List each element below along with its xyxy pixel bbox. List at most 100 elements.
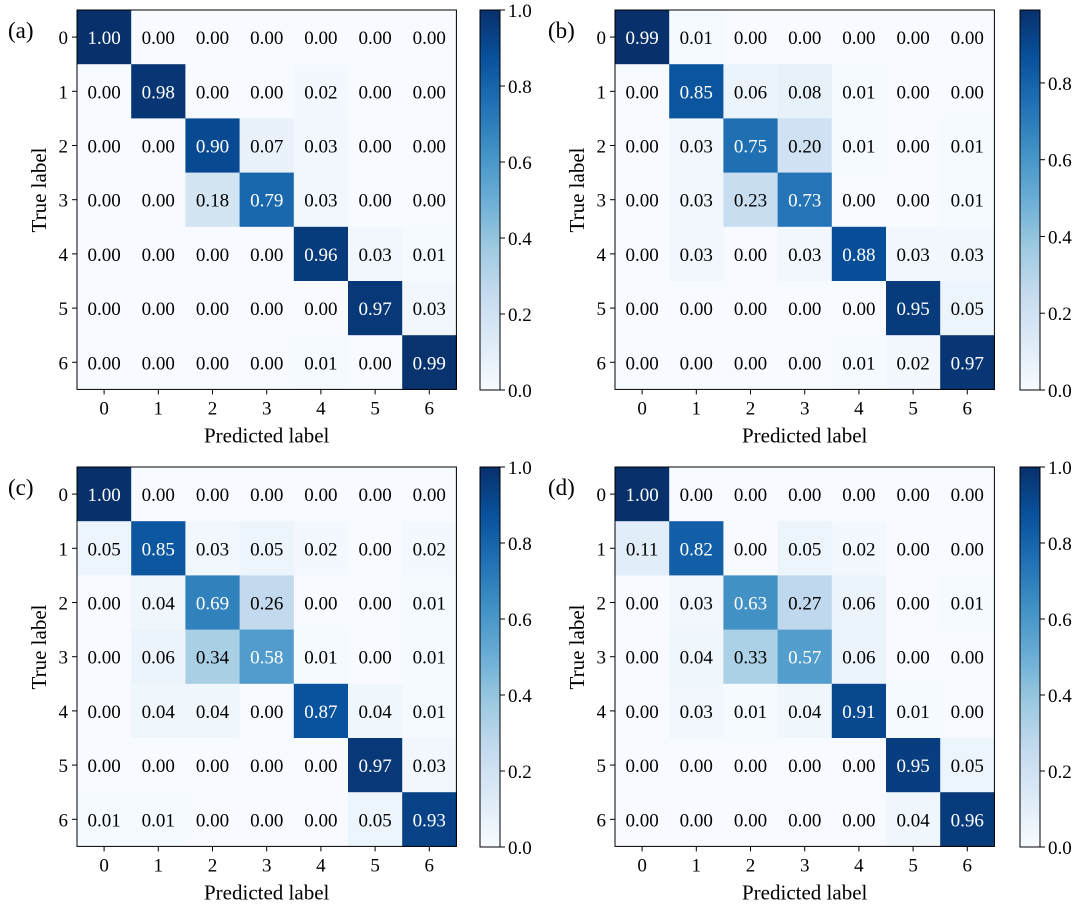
heatmap-cell [402,683,457,739]
cell-value-label: 0.01 [142,810,175,831]
cell-value-label: 0.00 [734,299,767,320]
cell-value-label: 0.00 [896,485,929,506]
cell-value-label: 0.69 [196,594,229,615]
x-axis-label: Predicted label [742,880,868,904]
cell-value-label: 0.00 [142,191,175,212]
x-tick-label: 5 [370,398,380,419]
colorbar-tick-label: 0.6 [508,610,532,631]
cell-value-label: 0.85 [142,539,175,560]
heatmap-cell [348,629,403,685]
cell-value-label: 0.00 [734,810,767,831]
cell-value-label: 0.00 [358,594,391,615]
cell-value-label: 0.00 [87,82,120,103]
heatmap-cell [131,118,186,174]
heatmap-cell [886,575,941,631]
heatmap-cell [239,64,295,119]
cell-value-label: 0.96 [951,810,984,831]
heatmap-cell [293,521,349,576]
cell-value-label: 0.58 [250,648,283,669]
cell-value-label: 0.00 [87,353,120,374]
colorbar-tick-label: 0.4 [1048,686,1072,707]
heatmap-cell [131,172,186,228]
colorbar [480,467,500,847]
cell-value-label: 0.07 [250,137,283,158]
heatmap-cell [615,521,670,576]
cell-value-label: 0.00 [734,353,767,374]
cell-value-label: 0.97 [358,299,391,320]
heatmap-cell [239,521,295,576]
heatmap-cell [185,683,241,739]
panel-a: 1.00 0.00 0.00 0.00 0.00 0.00 0.000.00 0.98 0.00… [8,1,532,447]
heatmap-cell [131,64,186,119]
heatmap-cell [77,575,132,631]
cell-value-label: 0.01 [842,82,875,103]
cell-value-label: 0.00 [896,28,929,49]
heatmap-cell [77,226,132,282]
x-tick-label: 2 [746,855,756,876]
heatmap-cell [293,467,349,522]
heatmap-cell [185,738,241,793]
y-tick-label: 0 [59,28,69,49]
cell-value-label: 0.01 [413,594,446,615]
heatmap-cell [669,467,724,522]
y-tick-label: 6 [59,810,69,831]
heatmap-cell [348,64,403,119]
heatmap-cell [940,792,995,847]
heatmap-cell [131,521,186,576]
y-tick-label: 5 [597,299,607,320]
heatmap-cell [831,226,887,282]
cell-value-label: 0.00 [734,539,767,560]
heatmap-cell [77,792,132,847]
y-axis-label: True label [565,147,589,232]
cell-value-label: 0.00 [625,702,658,723]
cell-value-label: 0.00 [87,702,120,723]
heatmap-cell [348,521,403,576]
cell-value-label: 0.05 [87,539,120,560]
y-tick-label: 6 [597,353,607,374]
cell-value-label: 0.01 [413,702,446,723]
cell-value-label: 0.00 [250,245,283,266]
cell-value-label: 0.05 [951,299,984,320]
cell-value-label: 0.00 [896,648,929,669]
cell-value-label: 0.00 [142,756,175,777]
heatmap-cell [777,521,833,576]
heatmap-cell [239,118,295,174]
cell-value-label: 0.00 [842,756,875,777]
heatmap-cell [239,281,295,336]
heatmap-cell [669,575,724,631]
y-tick-label: 6 [597,810,607,831]
colorbar-tick-label: 0.0 [1048,381,1072,402]
cell-value-label: 0.18 [196,191,229,212]
cell-value-label: 0.03 [413,756,446,777]
heatmap-cell [940,467,995,522]
cell-value-label: 1.00 [87,485,120,506]
x-tick-label: 6 [963,398,973,419]
heatmap-cell [77,118,132,174]
heatmap-cell [615,683,670,739]
heatmap-cell [402,226,457,282]
colorbar-tick-label: 0.8 [1048,74,1072,95]
heatmap-cell [402,281,457,336]
heatmap-cell [940,575,995,631]
colorbar-tick-label: 0.4 [508,229,532,250]
cell-value-label: 0.05 [788,539,821,560]
cell-value-label: 0.97 [951,353,984,374]
x-tick-label: 5 [908,398,918,419]
cell-value-label: 0.11 [626,539,659,560]
colorbar-tick-label: 0.2 [508,762,532,783]
heatmap-cell [669,683,724,739]
y-tick-label: 3 [59,191,69,212]
colorbar-tick-label: 0.6 [1048,610,1072,631]
heatmap-cell [831,281,887,336]
cell-value-label: 0.00 [196,299,229,320]
heatmap-cell [293,629,349,685]
heatmap-cell [615,575,670,631]
colorbar-frame [479,466,501,848]
heatmap-cell [293,575,349,631]
heatmap-cell [886,118,941,174]
y-tick-label: 2 [59,137,69,158]
heatmap-cell [723,118,779,174]
heatmap-cell [723,281,779,336]
cell-value-label: 0.03 [680,137,713,158]
